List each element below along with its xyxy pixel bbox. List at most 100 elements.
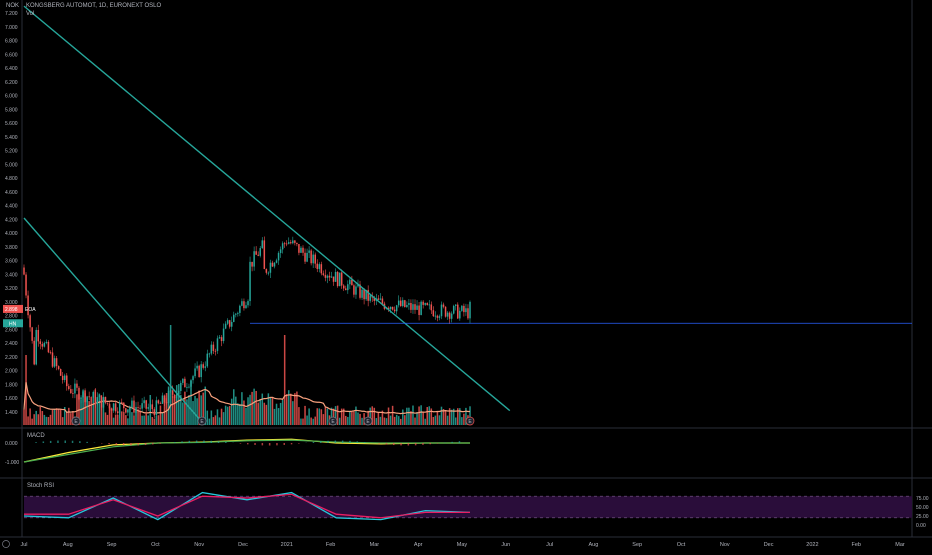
price-axis-tick: 3.400 bbox=[5, 272, 18, 278]
macd-histogram-bar bbox=[393, 443, 395, 445]
candle-body bbox=[209, 354, 211, 355]
price-axis-tick: 2.400 bbox=[5, 341, 18, 347]
candle-body bbox=[245, 305, 247, 308]
price-axis-tick: 1.800 bbox=[5, 382, 18, 388]
volume-bar bbox=[182, 402, 184, 425]
macd-histogram-bar bbox=[79, 441, 81, 443]
candle-body bbox=[298, 244, 300, 253]
volume-bar bbox=[23, 410, 25, 425]
volume-bar bbox=[176, 385, 178, 425]
volume-bar bbox=[111, 408, 113, 425]
time-axis-tick: Mar bbox=[370, 542, 380, 548]
price-axis-tick: 4.200 bbox=[5, 217, 18, 223]
volume-bar bbox=[172, 395, 174, 425]
volume-bar bbox=[121, 411, 123, 425]
candle-body bbox=[347, 284, 349, 290]
volume-bar bbox=[231, 399, 233, 425]
candle-body bbox=[378, 298, 380, 299]
candle-body bbox=[223, 329, 225, 341]
macd-histogram-bar bbox=[320, 441, 322, 443]
volume-bar bbox=[160, 406, 162, 425]
price-axis-tick: 4.800 bbox=[5, 176, 18, 182]
candle-body bbox=[168, 391, 170, 403]
candle-body bbox=[72, 393, 74, 394]
symbol-title: KONGSBERG AUTOMOT, 1D, EURONEXT OSLO bbox=[26, 3, 161, 9]
candle-body bbox=[31, 327, 33, 340]
macd-histogram-bar bbox=[247, 443, 249, 444]
time-axis-tick: Feb bbox=[326, 542, 335, 548]
candle-body bbox=[286, 244, 288, 245]
macd-histogram-bar bbox=[276, 443, 278, 445]
macd-histogram-bar bbox=[386, 443, 388, 444]
macd-histogram-bar bbox=[378, 443, 380, 444]
price-axis-tick: 5.000 bbox=[5, 162, 18, 168]
candle-body bbox=[321, 264, 323, 273]
stoch-band bbox=[24, 496, 912, 518]
candle-body bbox=[435, 316, 437, 317]
volume-bar bbox=[145, 414, 147, 425]
price-axis-tick: 3.200 bbox=[5, 286, 18, 292]
candle-body bbox=[437, 316, 439, 318]
candle-body bbox=[225, 324, 227, 329]
volume-bar bbox=[319, 408, 321, 425]
candle-body bbox=[327, 276, 329, 278]
volume-bar bbox=[158, 415, 160, 425]
candle-body bbox=[251, 262, 253, 267]
volume-bar bbox=[213, 417, 215, 425]
candle-body bbox=[192, 376, 194, 380]
time-axis-tick: Dec bbox=[764, 542, 774, 548]
candle-body bbox=[394, 310, 396, 312]
time-axis-tick: Sep bbox=[632, 542, 642, 548]
volume-bar bbox=[90, 398, 92, 425]
volume-bar bbox=[44, 415, 46, 425]
volume-bar bbox=[243, 401, 245, 425]
volume-bar bbox=[123, 412, 125, 425]
candle-body bbox=[459, 311, 461, 319]
volume-bar bbox=[380, 417, 382, 425]
trendline bbox=[24, 218, 199, 419]
volume-bar bbox=[323, 414, 325, 425]
volume-bar bbox=[31, 419, 33, 425]
candle-body bbox=[380, 299, 382, 300]
volume-bar bbox=[325, 407, 327, 425]
price-axis-tick: 5.200 bbox=[5, 149, 18, 155]
volume-bar bbox=[406, 408, 408, 425]
candle-body bbox=[308, 250, 310, 252]
volume-bar bbox=[221, 409, 223, 425]
candle-body bbox=[164, 395, 166, 402]
candle-body bbox=[107, 403, 109, 404]
volume-bar bbox=[194, 396, 196, 425]
macd-histogram-bar bbox=[57, 441, 59, 443]
macd-histogram-bar bbox=[218, 441, 220, 443]
candle-body bbox=[361, 290, 363, 298]
candle-body bbox=[76, 384, 78, 388]
macd-histogram-bar bbox=[335, 441, 337, 443]
volume-bar bbox=[107, 415, 109, 425]
candle-body bbox=[355, 286, 357, 294]
candle-body bbox=[198, 366, 200, 377]
volume-bar bbox=[92, 393, 94, 425]
candle-body bbox=[44, 343, 46, 347]
candle-body bbox=[433, 310, 435, 316]
candle-body bbox=[294, 241, 296, 243]
candle-body bbox=[156, 400, 158, 415]
stoch-axis-tick: 25.00 bbox=[916, 514, 929, 520]
volume-bar bbox=[217, 409, 219, 425]
candle-body bbox=[441, 305, 443, 317]
volume-bar bbox=[156, 416, 158, 425]
candle-body bbox=[253, 251, 255, 266]
candle-body bbox=[416, 306, 418, 310]
candle-body bbox=[160, 403, 162, 404]
candle-body bbox=[90, 397, 92, 398]
volume-bar bbox=[211, 410, 213, 425]
candle-body bbox=[188, 387, 190, 388]
volume-bar bbox=[461, 417, 463, 425]
volume-bar bbox=[414, 418, 416, 425]
volume-bar bbox=[233, 389, 235, 425]
candle-body bbox=[249, 262, 251, 301]
volume-bar bbox=[308, 408, 310, 425]
macd-label: MACD bbox=[27, 433, 45, 439]
volume-bar bbox=[150, 395, 152, 425]
stoch-axis-tick: 50.00 bbox=[916, 505, 929, 511]
